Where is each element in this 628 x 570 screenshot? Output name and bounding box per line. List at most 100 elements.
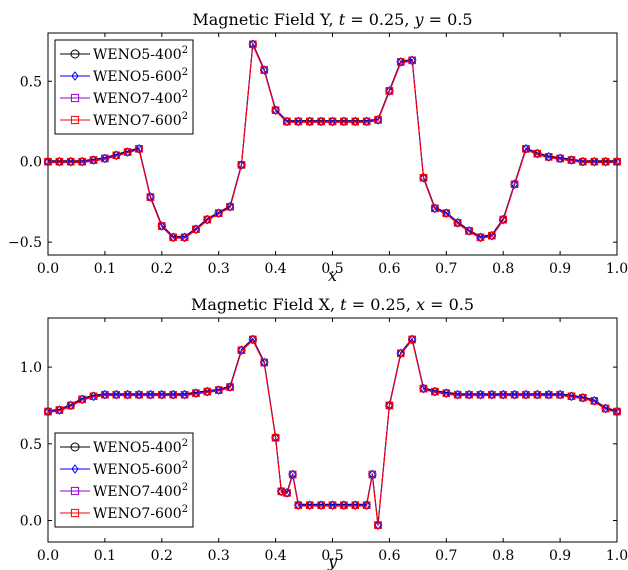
legend-marker — [70, 49, 80, 59]
data-point — [317, 500, 325, 511]
data-point — [368, 470, 377, 479]
data-point — [112, 151, 121, 160]
legend-entry-name: WENO7-400 — [93, 484, 182, 500]
data-point — [294, 116, 302, 127]
data-point — [431, 204, 439, 213]
data-point — [135, 390, 143, 399]
data-point — [260, 357, 268, 368]
data-point — [340, 116, 348, 127]
data-point — [579, 392, 587, 403]
data-point — [112, 389, 120, 400]
data-point — [545, 152, 553, 162]
data-point — [294, 501, 303, 509]
legend-entry-exp: 2 — [182, 67, 188, 78]
data-point — [362, 117, 371, 126]
data-point — [158, 221, 166, 231]
legend-entry-exp: 2 — [182, 89, 188, 100]
data-point — [306, 117, 314, 126]
data-point — [249, 40, 257, 49]
legend-marker — [70, 93, 80, 103]
data-point — [556, 390, 564, 399]
x-tick-label: 1.0 — [606, 548, 628, 564]
legend-entry-exp: 2 — [182, 438, 188, 449]
data-point — [237, 346, 246, 354]
data-point — [340, 117, 348, 126]
data-point — [215, 208, 223, 219]
x-tick-label: 0.8 — [492, 548, 514, 564]
data-point — [522, 143, 530, 154]
data-point — [203, 215, 212, 224]
y-tick-label: 1.0 — [20, 360, 42, 376]
data-point — [203, 386, 211, 397]
data-point — [374, 116, 382, 124]
data-point — [522, 390, 530, 399]
data-point — [419, 174, 428, 182]
data-point — [226, 383, 234, 391]
data-point — [78, 394, 86, 405]
legend-entry-exp: 2 — [182, 482, 188, 493]
data-point — [567, 156, 576, 164]
data-point — [351, 501, 359, 509]
chart-panel-2: Magnetic Field X, t = 0.25, x = 0.5 0.0 0.… — [20, 295, 628, 570]
data-point — [368, 469, 376, 480]
data-point — [89, 392, 98, 400]
data-point — [544, 390, 553, 399]
data-point — [78, 156, 86, 167]
legend-box — [54, 432, 194, 528]
data-point — [123, 148, 132, 156]
data-point — [533, 149, 542, 158]
series-markers-2 — [44, 39, 621, 243]
data-point — [579, 157, 587, 166]
legend-entry: WENO7-6002 — [93, 504, 188, 522]
chart-title-part: Magnetic Field X, — [191, 295, 340, 314]
data-point — [476, 232, 485, 243]
x-tick-label: 0.3 — [208, 548, 230, 564]
data-point — [67, 401, 75, 410]
data-point — [288, 470, 297, 479]
data-point — [249, 334, 257, 345]
data-point — [203, 214, 211, 225]
data-point — [123, 390, 132, 399]
data-point — [419, 383, 428, 394]
data-point — [431, 203, 439, 214]
data-point — [442, 208, 450, 219]
data-point — [351, 116, 359, 127]
data-point — [260, 65, 268, 75]
data-point — [271, 432, 280, 443]
data-point — [442, 209, 451, 217]
data-point — [488, 230, 496, 241]
data-point — [556, 389, 564, 400]
legend-entry: WENO7-4002 — [93, 482, 188, 500]
data-point — [522, 389, 530, 400]
data-point — [499, 215, 507, 224]
data-point — [374, 115, 382, 125]
x-tick-label: 0.0 — [37, 261, 59, 277]
data-point — [44, 157, 52, 166]
y-tick-label: 0.5 — [20, 437, 42, 453]
x-tick-label: 0.5 — [321, 548, 343, 564]
data-point — [454, 217, 462, 228]
data-point — [180, 390, 189, 399]
x-tick-label: 0.1 — [94, 548, 116, 564]
data-point — [146, 390, 155, 399]
x-tick-label: 0.2 — [151, 261, 173, 277]
data-point — [180, 389, 189, 400]
data-point — [510, 179, 519, 190]
legend-entry: WENO5-6002 — [93, 460, 188, 478]
x-tick-label: 0.9 — [549, 261, 571, 277]
legend-entry-exp: 2 — [182, 504, 188, 515]
data-point — [340, 501, 348, 509]
data-point — [317, 116, 325, 127]
data-point — [271, 105, 280, 116]
legend-entry-exp: 2 — [182, 111, 188, 122]
legend-entry-name: WENO7-600 — [93, 506, 182, 522]
data-point — [397, 348, 405, 359]
data-point — [226, 382, 234, 392]
chart-title-part: Magnetic Field Y, — [192, 10, 338, 29]
data-point — [317, 501, 325, 509]
data-point — [476, 389, 485, 400]
data-point — [180, 232, 189, 243]
data-point — [237, 160, 246, 170]
data-point — [533, 390, 542, 399]
